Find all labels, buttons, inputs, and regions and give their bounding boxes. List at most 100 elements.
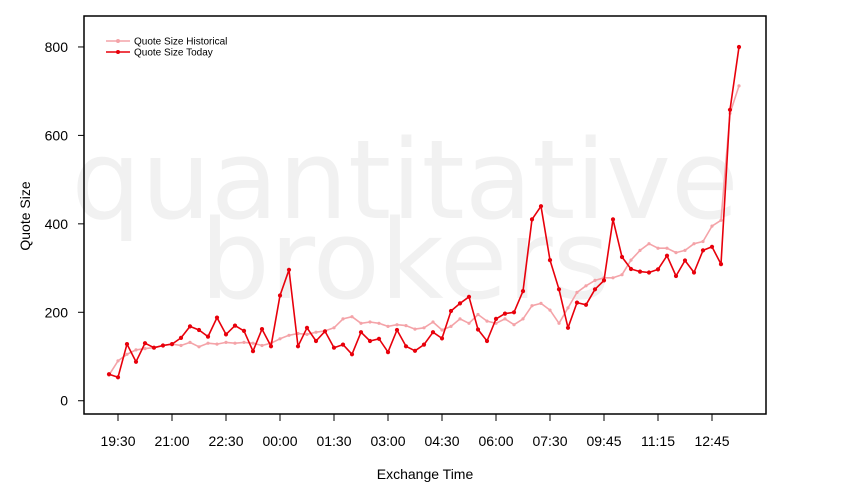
data-point (188, 340, 192, 344)
data-point (557, 321, 561, 325)
data-point (422, 326, 426, 330)
data-point (574, 300, 580, 305)
data-point (268, 344, 274, 349)
data-point (529, 217, 535, 222)
data-point (358, 330, 364, 335)
data-point (403, 344, 409, 349)
data-point (395, 323, 399, 327)
data-point (241, 328, 247, 333)
data-point (530, 304, 534, 308)
data-point (404, 324, 408, 328)
data-point (736, 44, 742, 50)
data-point (719, 218, 723, 222)
data-point (700, 248, 706, 253)
data-point (313, 338, 319, 344)
data-point (610, 217, 616, 222)
data-point (457, 301, 463, 306)
data-point (511, 310, 517, 315)
data-point (287, 333, 291, 337)
data-point (106, 372, 112, 377)
data-point (305, 332, 309, 336)
data-point (665, 246, 669, 250)
y-tick-label: 400 (45, 216, 69, 232)
data-point (701, 239, 705, 244)
data-point (539, 301, 543, 305)
data-point (160, 343, 166, 348)
data-point (673, 273, 679, 279)
data-point (611, 276, 615, 280)
data-point (548, 308, 552, 312)
data-point (197, 345, 201, 349)
data-point (485, 319, 489, 323)
data-point (583, 302, 589, 307)
data-point (259, 327, 265, 332)
data-point (584, 284, 588, 288)
x-tick-label: 09:45 (586, 433, 621, 449)
x-tick-label: 06:00 (478, 433, 513, 449)
data-point (449, 324, 453, 328)
data-point (520, 289, 526, 294)
data-point (367, 338, 373, 344)
data-point (421, 342, 427, 347)
data-point (629, 258, 633, 262)
data-point (575, 290, 579, 294)
data-point (349, 352, 355, 357)
data-point (503, 317, 507, 321)
x-tick-label: 21:00 (154, 433, 189, 449)
data-point (233, 341, 237, 345)
data-point (430, 330, 436, 335)
data-point (340, 342, 346, 347)
legend: Quote Size Historical Quote Size Today (106, 37, 227, 59)
legend-label-historical: Quote Size Historical (134, 37, 227, 48)
data-point (493, 316, 499, 321)
data-point (295, 344, 301, 349)
x-tick-label: 03:00 (370, 433, 405, 449)
plot-frame (83, 15, 767, 415)
data-point (619, 254, 625, 260)
data-point (151, 345, 157, 350)
data-point (664, 253, 670, 258)
data-point (412, 348, 418, 353)
data-point (637, 269, 643, 274)
y-tick-label: 0 (60, 393, 68, 409)
axes: 0 200 400 600 800 19:30 21:00 22:30 00:00 01:30 03… (45, 15, 767, 449)
x-tick-label: 07:30 (532, 433, 567, 449)
data-point (512, 323, 516, 327)
data-point (691, 270, 697, 275)
data-point (709, 244, 715, 249)
data-point (134, 348, 138, 352)
data-point (656, 246, 660, 250)
data-point (647, 242, 651, 246)
series-lines (106, 44, 742, 380)
data-point (142, 341, 148, 346)
data-point (242, 340, 246, 344)
data-point (475, 327, 481, 332)
watermark: quantitative brokers (71, 116, 738, 324)
data-point (682, 258, 688, 263)
y-tick-label: 800 (45, 39, 69, 55)
data-point (304, 325, 310, 330)
data-point (215, 342, 219, 346)
data-point (439, 336, 445, 341)
x-tick-label: 12:45 (694, 433, 729, 449)
data-point (601, 278, 607, 283)
legend-label-today: Quote Size Today (134, 48, 213, 59)
data-point (467, 321, 471, 325)
x-tick-label: 11:15 (641, 433, 675, 449)
data-point (466, 294, 472, 299)
data-point (187, 324, 193, 329)
data-point (125, 352, 129, 356)
data-point (646, 270, 652, 275)
legend-marker-today (116, 50, 120, 54)
data-point (169, 342, 175, 347)
data-point (394, 327, 400, 333)
x-tick-label: 19:30 (100, 433, 135, 449)
data-point (413, 327, 417, 331)
data-point (251, 341, 255, 345)
x-tick-label: 00:00 (262, 433, 297, 449)
data-point (206, 341, 210, 345)
data-point (638, 248, 642, 252)
data-point (674, 251, 678, 255)
watermark-line-1: quantitative (71, 116, 738, 244)
data-point (448, 308, 454, 314)
